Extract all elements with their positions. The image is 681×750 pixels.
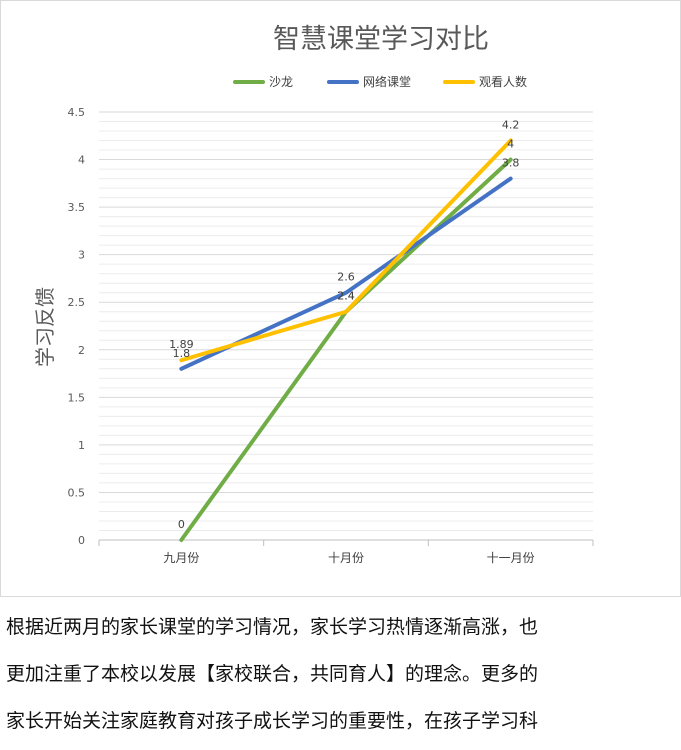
data-label: 2.4: [337, 290, 355, 303]
y-axis-label: 学习反馈: [33, 287, 57, 367]
data-label: 3.8: [502, 157, 520, 170]
y-tick-label: 0: [78, 534, 85, 547]
data-label: 0: [178, 518, 185, 531]
x-tick-label: 十月份: [328, 551, 364, 565]
data-label: 4.2: [502, 119, 520, 132]
y-tick-label: 4.5: [68, 106, 86, 119]
chart-title: 智慧课堂学习对比: [273, 24, 489, 55]
y-tick-label: 1: [78, 439, 85, 452]
line-chart: 智慧课堂学习对比 学习反馈 沙龙 网络课堂 观看人数 0 0.5 1 1.5 2 2.5 3 3.…: [33, 24, 594, 565]
data-label: 1.8: [173, 347, 191, 360]
y-tick-label: 2.5: [68, 296, 86, 309]
paragraph-line: 根据近两月的家长课堂的学习情况，家长学习热情逐渐高涨，也: [6, 616, 539, 638]
chart-frame: 智慧课堂学习对比 学习反馈 沙龙 网络课堂 观看人数 0 0.5 1 1.5 2 2.5 3 3.…: [0, 0, 681, 597]
y-axis-ticks: 0 0.5 1 1.5 2 2.5 3 3.5 4 4.5: [68, 106, 86, 547]
x-tick-label: 九月份: [163, 551, 199, 565]
series-lines: [179, 138, 513, 542]
series-line: [179, 138, 513, 363]
paragraph-line: 更加注重了本校以发展【家校联合，共同育人】的理念。更多的: [6, 663, 539, 685]
paragraph-line: 家长开始关注家庭教育对孩子成长学习的重要性，在孩子学习科: [6, 710, 539, 732]
gridlines: [99, 111, 593, 541]
y-tick-label: 3: [78, 249, 85, 262]
data-label: 2.6: [337, 271, 355, 284]
legend-label: 观看人数: [479, 74, 527, 89]
x-tick-label: 十一月份: [487, 551, 535, 565]
data-label: 1.89: [169, 338, 194, 351]
legend-label: 沙龙: [269, 75, 293, 89]
x-axis-ticks: 九月份 十月份 十一月份: [98, 540, 594, 565]
data-label: 2.4: [337, 290, 355, 303]
legend-label: 网络课堂: [363, 74, 411, 89]
data-labels: 02.441.82.63.81.892.44.2: [169, 119, 519, 531]
body-paragraph: 根据近两月的家长课堂的学习情况，家长学习热情逐渐高涨，也 更加注重了本校以发展【…: [6, 604, 676, 745]
y-tick-label: 1.5: [68, 391, 86, 404]
legend: 沙龙 网络课堂 观看人数: [233, 74, 527, 89]
y-tick-label: 4: [78, 154, 85, 167]
y-tick-label: 2: [78, 344, 85, 357]
data-label: 4: [507, 138, 514, 151]
y-tick-label: 3.5: [68, 201, 86, 214]
y-tick-label: 0.5: [68, 486, 86, 499]
